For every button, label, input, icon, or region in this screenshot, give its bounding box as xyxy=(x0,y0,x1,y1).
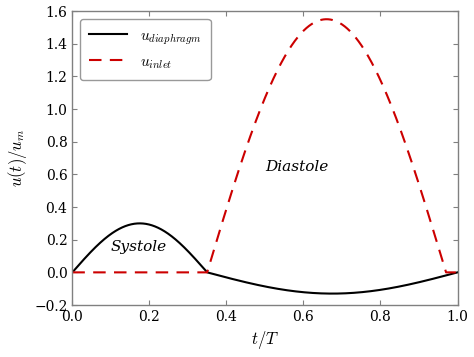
Legend: $u_{diaphragm}$, $u_{inlet}$: $u_{diaphragm}$, $u_{inlet}$ xyxy=(80,19,210,80)
$u_{diaphragm}$ xyxy=(113,228,119,233)
$u_{inlet}$ xyxy=(70,270,75,275)
X-axis label: $t/T$: $t/T$ xyxy=(251,330,279,351)
$u_{inlet}$ xyxy=(113,270,119,275)
$u_{inlet}$ xyxy=(137,270,142,275)
Text: Systole: Systole xyxy=(111,240,167,254)
$u_{inlet}$ xyxy=(234,174,239,178)
$u_{diaphragm}$ xyxy=(137,221,143,226)
$u_{inlet}$ xyxy=(324,17,329,21)
$u_{diaphragm}$ xyxy=(217,274,223,278)
$u_{inlet}$ xyxy=(217,227,223,232)
$u_{diaphragm}$ xyxy=(406,282,411,287)
$u_{inlet}$ xyxy=(406,151,411,155)
$u_{inlet}$ xyxy=(455,270,460,275)
$u_{diaphragm}$ xyxy=(447,272,453,276)
$u_{diaphragm}$ xyxy=(70,270,75,275)
Line: $u_{inlet}$: $u_{inlet}$ xyxy=(73,19,457,272)
$u_{diaphragm}$ xyxy=(455,270,460,275)
$u_{inlet}$ xyxy=(447,270,453,275)
$u_{diaphragm}$ xyxy=(234,278,240,282)
Y-axis label: $u(t)/u_m$: $u(t)/u_m$ xyxy=(6,129,28,187)
Line: $u_{diaphragm}$: $u_{diaphragm}$ xyxy=(73,223,457,293)
Text: Diastole: Diastole xyxy=(265,160,328,174)
$u_{diaphragm}$ xyxy=(329,291,335,296)
$u_{diaphragm}$ xyxy=(137,221,142,226)
